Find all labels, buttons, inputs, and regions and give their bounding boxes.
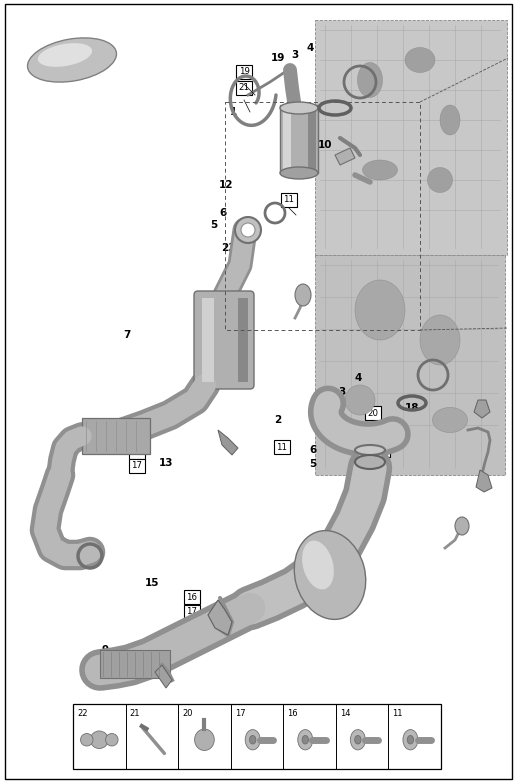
Ellipse shape <box>357 63 383 98</box>
Text: 17: 17 <box>187 608 197 616</box>
Ellipse shape <box>455 517 469 535</box>
Text: 8: 8 <box>301 565 309 575</box>
Text: 9: 9 <box>51 498 58 508</box>
Ellipse shape <box>280 167 318 179</box>
Bar <box>225 102 420 330</box>
Text: 16: 16 <box>287 709 298 718</box>
Text: 1: 1 <box>230 107 237 117</box>
Ellipse shape <box>302 735 309 744</box>
Bar <box>315 255 505 475</box>
Text: 20: 20 <box>368 409 378 417</box>
Polygon shape <box>335 148 355 165</box>
Ellipse shape <box>27 38 116 82</box>
Text: 4: 4 <box>306 43 314 53</box>
Text: 3: 3 <box>338 387 346 397</box>
Text: 19: 19 <box>271 53 285 63</box>
Ellipse shape <box>420 315 460 365</box>
Polygon shape <box>476 470 492 492</box>
Text: 4: 4 <box>354 373 362 383</box>
Text: 17: 17 <box>235 709 246 718</box>
Bar <box>280 105 318 173</box>
Text: 21: 21 <box>376 446 388 454</box>
Text: 11: 11 <box>277 442 287 452</box>
Bar <box>82 418 150 454</box>
Text: 16: 16 <box>187 593 197 601</box>
Bar <box>100 650 170 678</box>
Text: 19: 19 <box>238 67 249 77</box>
Ellipse shape <box>241 223 255 237</box>
Ellipse shape <box>355 280 405 340</box>
Ellipse shape <box>362 160 398 180</box>
Ellipse shape <box>345 385 375 415</box>
Text: 21: 21 <box>238 84 250 92</box>
Text: 5: 5 <box>309 459 316 469</box>
Bar <box>308 108 316 170</box>
Text: 9: 9 <box>101 645 109 655</box>
Ellipse shape <box>433 407 467 432</box>
FancyBboxPatch shape <box>194 291 254 389</box>
Text: 6: 6 <box>219 208 226 218</box>
Text: 22: 22 <box>77 709 87 718</box>
Text: 22: 22 <box>376 431 388 439</box>
Text: 3: 3 <box>292 50 299 60</box>
Ellipse shape <box>38 43 92 67</box>
Bar <box>315 20 507 255</box>
Text: 14: 14 <box>340 709 351 718</box>
Ellipse shape <box>355 735 361 744</box>
Text: 21: 21 <box>130 709 140 718</box>
Ellipse shape <box>81 734 93 746</box>
Polygon shape <box>208 600 232 635</box>
Text: 7: 7 <box>124 330 131 340</box>
Ellipse shape <box>302 540 334 590</box>
Text: 12: 12 <box>219 180 233 190</box>
Ellipse shape <box>235 217 261 243</box>
Text: 18: 18 <box>405 403 419 413</box>
Ellipse shape <box>280 102 318 114</box>
Ellipse shape <box>250 735 256 744</box>
Polygon shape <box>218 430 238 455</box>
Ellipse shape <box>405 48 435 73</box>
Bar <box>73 704 441 769</box>
Text: 17: 17 <box>131 461 143 471</box>
Ellipse shape <box>403 730 418 750</box>
Ellipse shape <box>194 729 214 750</box>
Ellipse shape <box>294 531 366 619</box>
Text: 20: 20 <box>182 709 193 718</box>
Ellipse shape <box>295 284 311 306</box>
Ellipse shape <box>428 168 452 193</box>
Bar <box>238 298 248 382</box>
Text: 6: 6 <box>309 445 316 455</box>
Text: 11: 11 <box>392 709 403 718</box>
Text: 5: 5 <box>210 220 218 230</box>
Text: 23: 23 <box>349 533 364 543</box>
Ellipse shape <box>407 735 414 744</box>
Text: 23: 23 <box>221 243 235 253</box>
Ellipse shape <box>245 730 260 750</box>
Ellipse shape <box>440 105 460 135</box>
Ellipse shape <box>105 734 118 746</box>
Bar <box>202 298 214 382</box>
Ellipse shape <box>298 730 313 750</box>
Text: 2: 2 <box>275 415 282 425</box>
Polygon shape <box>155 665 172 688</box>
Text: 10: 10 <box>318 140 332 150</box>
Ellipse shape <box>90 731 108 749</box>
Polygon shape <box>474 400 490 418</box>
Text: 15: 15 <box>145 578 159 588</box>
Ellipse shape <box>355 445 385 455</box>
Bar <box>283 108 291 170</box>
Ellipse shape <box>355 455 385 469</box>
Text: 14: 14 <box>131 448 143 456</box>
Text: 13: 13 <box>159 458 173 468</box>
Text: 11: 11 <box>283 196 295 204</box>
Ellipse shape <box>351 730 366 750</box>
